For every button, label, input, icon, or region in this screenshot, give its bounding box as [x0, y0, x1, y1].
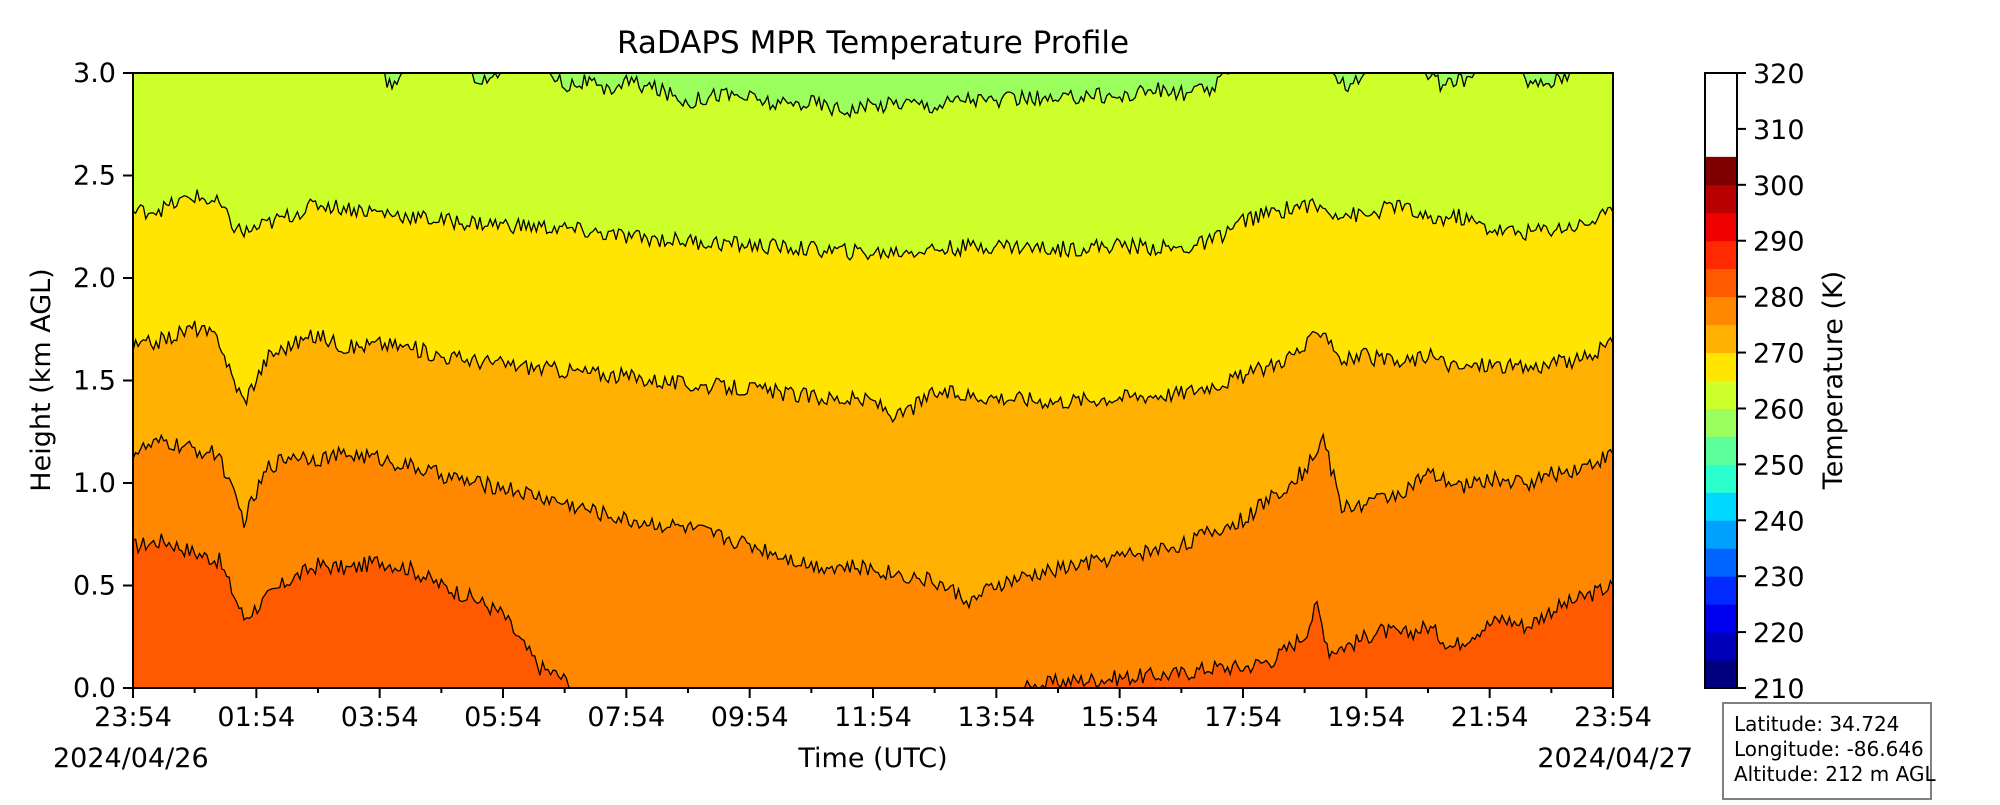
colorbar-segment	[1705, 576, 1737, 605]
x-tick-label: 05:54	[464, 702, 542, 733]
contour-line-285	[133, 189, 1613, 261]
colorbar-frame	[1704, 72, 1738, 689]
y-axis-label: Height (km AGL)	[26, 268, 57, 491]
colorbar-tick-label: 320	[1753, 59, 1805, 90]
colorbar-tick-label: 300	[1753, 171, 1805, 202]
colorbar-segment	[1705, 604, 1737, 633]
contour-line-290	[133, 320, 1613, 424]
y-tick-label: 2.5	[73, 161, 116, 192]
colorbar-segment	[1705, 436, 1737, 465]
x-tick-label: 13:54	[957, 702, 1035, 733]
x-tick-label: 21:54	[1451, 702, 1529, 733]
colorbar-segment	[1705, 660, 1737, 689]
y-tick-label: 0.5	[73, 571, 116, 602]
colorbar-tick-label: 260	[1753, 394, 1805, 425]
colorbar-tick-label: 250	[1753, 450, 1805, 481]
colorbar-segment	[1705, 380, 1737, 409]
colorbar-segment	[1705, 268, 1737, 298]
station-info-box: Latitude: 34.724 Longitude: -86.646 Alti…	[1722, 702, 1936, 800]
colorbar-segment	[1705, 212, 1737, 242]
colorbar-segment	[1705, 492, 1737, 521]
x-tick-label: 23:54	[94, 702, 172, 733]
x-tick-label: 01:54	[217, 702, 295, 733]
x-end-date-label: 2024/04/27	[1537, 743, 1693, 774]
colorbar-segment	[1705, 324, 1737, 354]
y-tick-label: 1.0	[73, 468, 116, 499]
x-tick-label: 15:54	[1081, 702, 1159, 733]
x-axis-label: Time (UTC)	[797, 743, 947, 774]
colorbar-tick-label: 310	[1753, 115, 1805, 146]
y-tick-label: 2.0	[73, 263, 116, 294]
contour-line-295	[133, 432, 1613, 610]
x-tick-label: 17:54	[1204, 702, 1282, 733]
colorbar-segment	[1705, 156, 1737, 186]
x-tick-label: 11:54	[834, 702, 912, 733]
y-axis: 0.0 0.5 1.0 1.5 2.0 2.5 3.0	[73, 58, 133, 704]
altitude-text: Altitude: 212 m AGL	[1734, 762, 1936, 786]
contour-band-300	[133, 533, 1613, 688]
colorbar-segment	[1705, 352, 1737, 381]
colorbar-segment	[1705, 464, 1737, 493]
colorbar-tick-label: 220	[1753, 618, 1805, 649]
x-tick-label: 19:54	[1327, 702, 1405, 733]
colorbar-segment	[1705, 408, 1737, 437]
y-tick-label: 3.0	[73, 58, 116, 89]
contour-lines	[133, 73, 1613, 688]
colorbar-segment	[1705, 520, 1737, 549]
colorbar-tick-label: 210	[1753, 674, 1805, 705]
colorbar-tick-label: 280	[1753, 283, 1805, 314]
x-tick-label: 09:54	[711, 702, 789, 733]
colorbar: 210 220 230 240 250 260 270 280 290 300 310 320	[1704, 59, 1805, 705]
x-tick-label: 23:54	[1574, 702, 1652, 733]
chart-title: RaDAPS MPR Temperature Profile	[617, 25, 1129, 61]
colorbar-segment	[1705, 184, 1737, 214]
x-tick-label: 07:54	[587, 702, 665, 733]
x-tick-label: 03:54	[341, 702, 419, 733]
colorbar-tick-label: 290	[1753, 227, 1805, 258]
contour-fills	[133, 73, 1613, 688]
contour-line-300	[133, 533, 1613, 688]
colorbar-tick-label: 230	[1753, 562, 1805, 593]
longitude-text: Longitude: -86.646	[1734, 737, 1924, 761]
colorbar-segment	[1705, 296, 1737, 326]
y-tick-label: 1.5	[73, 366, 116, 397]
x-axis: 23:54 01:54 03:54 05:54 07:54 09:54 11:54 13:54…	[94, 688, 1652, 733]
colorbar-segment	[1705, 240, 1737, 270]
colorbar-segment	[1705, 632, 1737, 661]
colorbar-tick-label: 270	[1753, 339, 1805, 370]
x-start-date-label: 2024/04/26	[53, 743, 209, 774]
colorbar-segment	[1705, 548, 1737, 577]
latitude-text: Latitude: 34.724	[1734, 712, 1900, 736]
colorbar-label: Temperature (K)	[1818, 271, 1849, 490]
colorbar-tick-label: 240	[1753, 506, 1805, 537]
y-tick-label: 0.0	[73, 673, 116, 704]
